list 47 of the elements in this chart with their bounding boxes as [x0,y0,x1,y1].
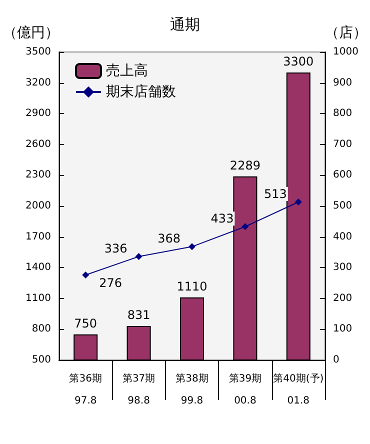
data-label: 336 [104,242,128,256]
y2-tick-label: 1000 [333,46,358,58]
point [188,243,196,250]
y-tick-label: 2000 [26,200,51,212]
y2-tick-label: 400 [333,231,352,242]
y2-tick-label: 0 [333,354,340,366]
y2-tick-label: 200 [333,292,352,304]
y-tick-label: 500 [32,354,51,366]
y2-tick-label: 500 [333,200,352,212]
y-tick-label: 3500 [26,46,51,58]
legend-label: 期末店舗数 [106,84,176,100]
x-tick-label: 第36期 97.8 [69,372,102,406]
legend-label: 売上高 [106,63,148,79]
y-tick-label: 2300 [26,170,51,181]
data-label: 1110 [176,279,208,294]
y2-tick-label: 800 [333,108,352,120]
y-tick-label: 800 [32,324,51,335]
point [294,198,302,206]
y-tick-label: 1100 [26,292,51,304]
data-label: 831 [127,308,150,322]
y-axis-title: （億円） [3,25,59,41]
y-tick-label: 1700 [26,231,51,242]
x-tick-label: 第39期 00.8 [228,372,262,406]
y-tick-label: 3200 [26,77,51,88]
point [135,253,142,260]
chart-title: 通期 [170,16,200,34]
data-label: 276 [99,276,122,290]
x-tick-label: 第37期 98.8 [122,372,156,406]
data-label: 750 [74,316,98,330]
data-label: 2289 [230,158,260,172]
y-tick-label: 2600 [26,138,51,150]
y-tick-label: 2900 [26,108,51,120]
y2-tick-label: 900 [333,77,352,88]
point [82,271,90,278]
y2-tick-label: 700 [333,138,352,150]
y2-tick-label: 600 [333,170,352,181]
data-label: 368 [158,232,180,246]
y2-tick-label: 300 [333,262,352,274]
y2-tick-label: 100 [333,324,352,335]
y2-axis-title: （店） [325,25,367,41]
data-label: 513 [264,186,287,201]
data-label: 3300 [283,54,314,69]
y-tick-label: 1400 [26,262,51,274]
point [242,223,249,230]
x-tick-label: 第40期(予) 01.8 [273,372,324,406]
data-label: 433 [210,212,234,226]
x-tick-label: 第38期 99.8 [176,372,208,406]
